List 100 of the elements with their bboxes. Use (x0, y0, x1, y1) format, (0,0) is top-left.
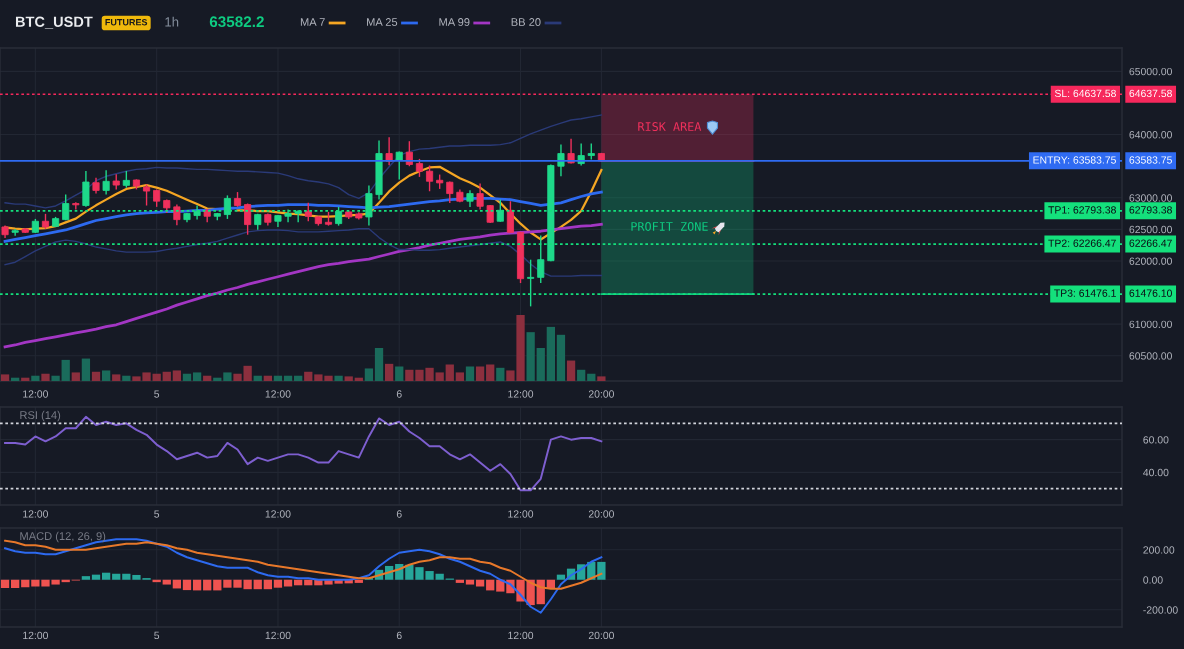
bar (364, 368, 374, 381)
bar (203, 375, 212, 381)
bar (294, 375, 303, 381)
bar (486, 364, 495, 381)
bar (283, 375, 293, 381)
bar (546, 326, 555, 381)
bar (152, 373, 161, 381)
bar (213, 579, 222, 591)
bar (31, 375, 40, 381)
y-tick-label: 40.00 (1143, 468, 1169, 477)
candlestick (244, 202, 252, 236)
candlestick (476, 182, 484, 211)
x-tick-label: 12:00 (508, 510, 534, 518)
bar (81, 358, 91, 381)
candlestick (426, 164, 434, 192)
bar (101, 370, 111, 381)
bar (122, 573, 131, 580)
bar (273, 375, 283, 381)
bar (0, 579, 10, 588)
text: 62266.47 (1129, 239, 1172, 247)
bar (91, 574, 101, 580)
bar (475, 579, 485, 587)
y-tick-label: 0.00 (1143, 576, 1163, 584)
x-tick-label: 12:00 (508, 390, 534, 398)
bar (162, 579, 171, 585)
bar (334, 375, 343, 381)
bar (41, 373, 50, 381)
x-tick-label: 20:00 (588, 631, 615, 640)
x-tick-label: 12:00 (23, 390, 48, 398)
bar (91, 371, 101, 381)
candlestick (395, 150, 403, 181)
x-tick-label: 12:00 (265, 390, 291, 398)
candlestick (557, 143, 565, 177)
bar (263, 375, 272, 381)
bar (172, 370, 182, 381)
bar (354, 579, 363, 583)
x-tick-label: 12:00 (265, 631, 291, 640)
bar (253, 375, 262, 381)
bar (263, 579, 272, 590)
bar (112, 374, 121, 381)
candlestick (527, 258, 535, 308)
bar (182, 579, 192, 591)
x-tick-label: 20:00 (588, 390, 615, 398)
bar (455, 579, 465, 583)
bar (101, 572, 111, 580)
y-tick-label: -200.00 (1143, 606, 1178, 614)
bar (192, 372, 202, 381)
bar (162, 371, 171, 381)
bar (435, 372, 444, 381)
y-tick-label: 65000.00 (1129, 67, 1172, 76)
legend-label: BB 20 (511, 18, 541, 26)
legend-label: MA 7 (300, 18, 325, 26)
y-tick-label: 60.00 (1143, 436, 1169, 444)
bar (192, 579, 202, 591)
bar (597, 561, 606, 580)
candlestick (143, 183, 151, 207)
bar (253, 579, 262, 590)
text: 64637.58 (1129, 89, 1172, 98)
bar (112, 573, 121, 580)
candlestick (102, 169, 110, 196)
bar (455, 372, 465, 381)
x-tick-label: 6 (396, 390, 402, 398)
bar (283, 579, 293, 587)
x-tick-label: 5 (154, 631, 160, 640)
bar (395, 366, 404, 381)
bar (203, 579, 212, 591)
bar (21, 579, 30, 588)
ref-line-label: TP2: 62266.47 (1048, 239, 1116, 247)
x-tick-label: 12:00 (23, 510, 48, 518)
bar (273, 579, 283, 588)
ref-line-label: TP1: 62793.38 (1048, 206, 1116, 214)
text: FUTURES (105, 19, 148, 26)
candlestick (335, 206, 343, 227)
candlestick (506, 200, 514, 234)
chart-title: BTC_USDT (15, 16, 93, 29)
x-tick-label: 5 (154, 390, 160, 398)
bar (405, 369, 414, 381)
x-tick-label: 12:00 (265, 510, 291, 518)
y-tick-label: 60500.00 (1129, 352, 1172, 360)
chart-title: RSI (14) (20, 410, 61, 422)
bar (536, 348, 545, 381)
bar (577, 369, 586, 381)
text: 1h (165, 16, 179, 27)
text: RISK AREA (638, 122, 702, 132)
line-series (3, 190, 603, 243)
y-tick-label: 200.00 (1143, 546, 1175, 554)
bar (405, 564, 414, 580)
ref-line-label: TP3: 61476.1 (1054, 289, 1116, 297)
bar (486, 579, 495, 591)
bar (344, 376, 353, 381)
ref-line-label: ENTRY: 63583.75 (1033, 156, 1116, 164)
x-tick-label: 6 (396, 510, 402, 518)
bar (475, 366, 485, 381)
chart-title: MACD (12, 26, 9) (20, 531, 106, 543)
bar (496, 579, 505, 592)
bar (496, 367, 505, 381)
bar (182, 373, 192, 381)
y-tick-label: 63000.00 (1129, 194, 1172, 202)
text: 62793.38 (1129, 206, 1172, 214)
legend-label: MA 25 (367, 18, 398, 26)
